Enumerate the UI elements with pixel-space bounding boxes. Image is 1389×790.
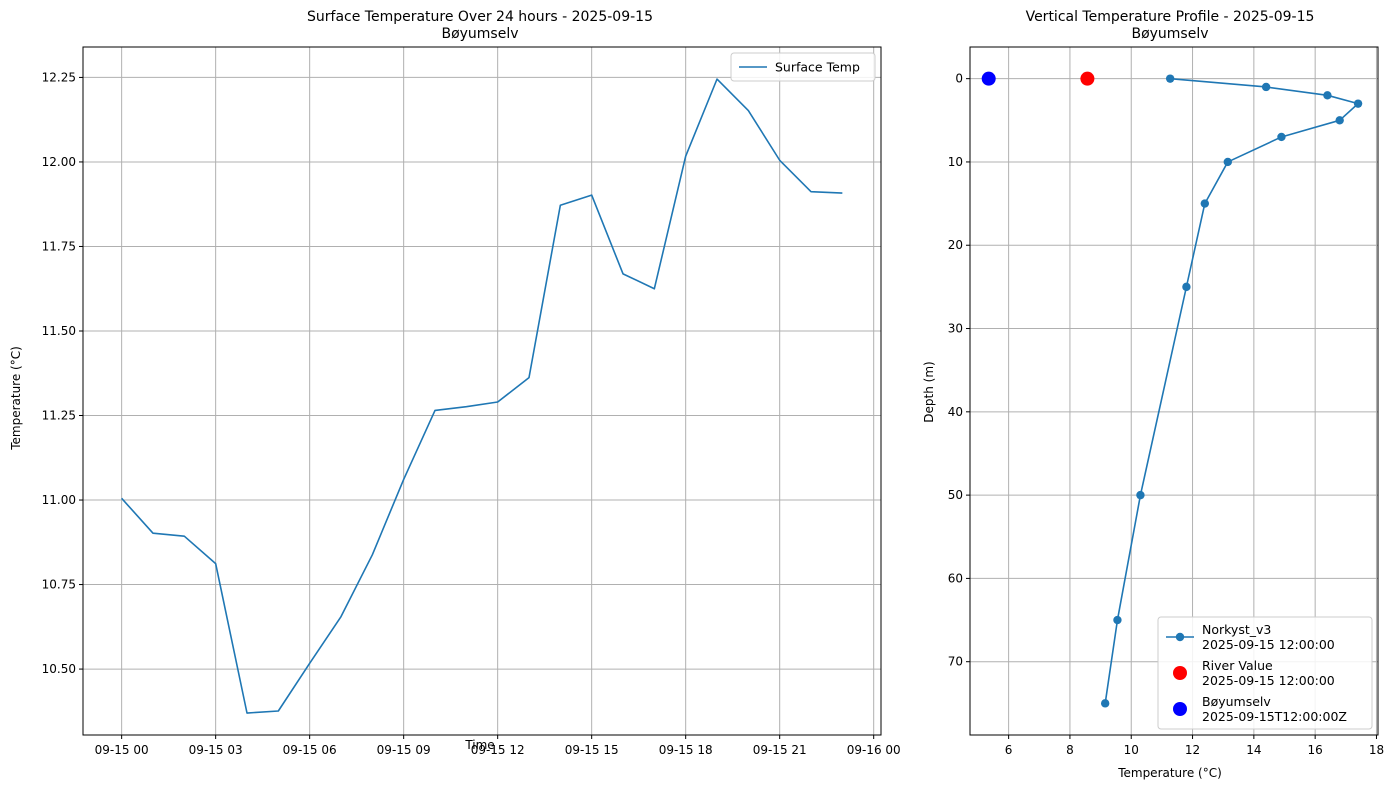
y-axis-ticks: 10.50 10.75 11.00 11.25 11.50 11.75 12.00 12.25: [42, 70, 83, 676]
legend-label-timestamp: 2025-09-15 12:00:00: [1202, 673, 1335, 688]
river-value-point: [1080, 71, 1095, 86]
y-tick-label: 11.25: [42, 409, 76, 423]
grid-lines: [83, 47, 881, 735]
profile-point: [1113, 615, 1122, 625]
data-marks: [981, 71, 1363, 708]
legend-label-timestamp: 2025-09-15T12:00:00Z: [1202, 709, 1347, 724]
legend-marker: [1173, 702, 1187, 716]
x-tick-label: 09-15 12: [471, 743, 525, 757]
profile-point: [1277, 132, 1286, 142]
y-tick-label: 60: [948, 571, 963, 585]
x-tick-label: 09-15 09: [377, 743, 431, 757]
y-tick-label: 30: [948, 322, 963, 336]
legend-label: Bøyumselv: [1202, 694, 1271, 709]
x-tick-label: 14: [1246, 743, 1261, 757]
y-tick-label: 10.50: [42, 662, 76, 676]
x-tick-label: 8: [1066, 743, 1074, 757]
y-axis-label: Depth (m): [922, 361, 936, 422]
profile-point: [1335, 116, 1344, 125]
x-tick-label: 12: [1185, 743, 1200, 757]
x-tick-label: 09-15 06: [283, 743, 337, 757]
legend-box: [730, 52, 876, 82]
data-marks: [121, 78, 843, 714]
y-tick-label: 12.25: [42, 70, 76, 84]
vertical-profile-chart: Vertical Temperature Profile - 2025-09-1…: [922, 9, 1384, 780]
legend-marker: [1173, 666, 1187, 680]
x-tick-label: 16: [1308, 743, 1323, 757]
legend-label: Norkyst_v3: [1202, 622, 1271, 637]
profile-point: [1100, 699, 1110, 708]
profile-point: [1353, 99, 1363, 108]
y-tick-label: 11.75: [42, 239, 76, 253]
y-tick-label: 10.75: [42, 578, 76, 592]
surface-temperature-chart: Surface Temperature Over 24 hours - 2025…: [9, 9, 901, 757]
series-line-norkyst: [1104, 77, 1359, 704]
x-axis-ticks: 09-15 00 09-15 03 09-15 06 09-15 09 09-15 12…: [95, 735, 901, 757]
legend-label: River Value: [1202, 658, 1273, 673]
y-tick-label: 0: [955, 72, 963, 86]
profile-point: [1323, 91, 1332, 100]
legend-box: [1157, 616, 1373, 730]
chart-title: Surface Temperature Over 24 hours - 2025…: [307, 9, 653, 25]
profile-point: [1200, 199, 1210, 208]
series-line-surface-temp: [121, 78, 843, 714]
chart-title: Vertical Temperature Profile - 2025-09-1…: [1026, 9, 1315, 25]
x-tick-label: 09-15 15: [565, 743, 619, 757]
x-axis-ticks: 6 8 10 12 14 16 18: [1005, 735, 1384, 757]
y-axis-label: Temperature (°C): [9, 346, 23, 451]
x-tick-label: 6: [1005, 743, 1013, 757]
legend-marker: [1175, 632, 1185, 642]
profile-point: [1182, 282, 1191, 292]
profile-point: [1165, 74, 1175, 83]
x-tick-label: 09-15 03: [189, 743, 243, 757]
y-tick-label: 12.00: [42, 155, 76, 169]
profile-point: [1223, 157, 1232, 167]
axes-frame: [969, 46, 1379, 736]
profile-point: [1136, 490, 1145, 500]
y-tick-label: 20: [948, 238, 963, 252]
x-tick-label: 09-16 00: [847, 743, 901, 757]
x-tick-label: 09-15 00: [95, 743, 149, 757]
chart-subtitle: Bøyumselv: [1131, 26, 1208, 42]
y-axis-ticks: 0 10 20 30 40 50 60 70: [948, 72, 970, 669]
x-tick-label: 10: [1124, 743, 1139, 757]
x-axis-label: Temperature (°C): [1117, 766, 1222, 780]
x-tick-label: 18: [1369, 743, 1384, 757]
x-tick-label: 09-15 21: [753, 743, 807, 757]
x-tick-label: 09-15 18: [659, 743, 713, 757]
y-tick-label: 11.50: [42, 324, 76, 338]
y-tick-label: 40: [948, 405, 963, 419]
y-tick-label: 10: [948, 155, 963, 169]
y-tick-label: 11.00: [42, 493, 76, 507]
y-tick-label: 70: [948, 655, 963, 669]
chart-subtitle: Bøyumselv: [441, 26, 518, 42]
y-tick-label: 50: [948, 488, 963, 502]
legend-label: Surface Temp: [775, 60, 860, 75]
profile-point: [1261, 82, 1271, 92]
legend: Surface Temp: [730, 52, 876, 82]
x-axis-label: Time: [464, 738, 494, 752]
axes-frame: [82, 46, 882, 736]
legend-label-timestamp: 2025-09-15 12:00:00: [1202, 637, 1335, 652]
station-point: [981, 71, 996, 86]
